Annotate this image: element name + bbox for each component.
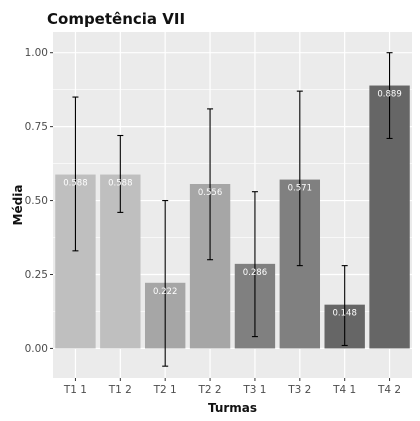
x-axis-title: Turmas (208, 401, 257, 415)
x-tick-label: T3 1 (242, 384, 266, 396)
bar-value-label: 0.222 (153, 287, 177, 297)
y-axis-ticks: 0.00 0.25 0.50 0.75 1.00 (25, 47, 53, 355)
bar-value-label: 0.148 (333, 309, 357, 319)
y-tick-label: 0.25 (25, 269, 48, 281)
bar-value-label: 0.889 (377, 90, 401, 100)
bar-value-label: 0.588 (63, 179, 87, 189)
x-tick-label: T1 2 (108, 384, 132, 396)
y-tick-label: 0.75 (25, 121, 48, 133)
x-tick-label: T4 2 (377, 384, 401, 396)
x-tick-label: T1 1 (63, 384, 87, 396)
error-bar (386, 52, 393, 140)
x-tick-label: T4 1 (332, 384, 356, 396)
error-bars-group (72, 52, 393, 367)
error-bar (251, 191, 258, 338)
error-bar (296, 90, 303, 267)
y-tick-label: 0.50 (25, 195, 48, 207)
error-bar (117, 134, 124, 213)
bar-value-label: 0.571 (288, 184, 312, 194)
error-bar (341, 265, 348, 347)
y-tick-label: 1.00 (25, 47, 48, 59)
bar-value-labels: 0.588 0.588 0.222 0.556 0.286 0.571 0.148 0.889 (63, 90, 401, 319)
x-tick-label: T3 2 (287, 384, 311, 396)
error-bar (72, 96, 79, 252)
bar-value-label: 0.286 (243, 268, 267, 278)
x-tick-label: T2 1 (153, 384, 177, 396)
bar-value-label: 0.588 (108, 179, 132, 189)
y-axis-title: Média (11, 185, 25, 226)
x-tick-label: T2 2 (198, 384, 222, 396)
x-axis-ticks: T1 1 T1 2 T2 1 T2 2 T3 1 T3 2 T4 1 T4 2 (63, 378, 401, 396)
bar-value-label: 0.556 (198, 188, 222, 198)
error-bar (207, 108, 214, 261)
chart-title: Competência VII (47, 10, 185, 28)
error-bar (162, 200, 169, 367)
y-tick-label: 0.00 (25, 343, 48, 355)
